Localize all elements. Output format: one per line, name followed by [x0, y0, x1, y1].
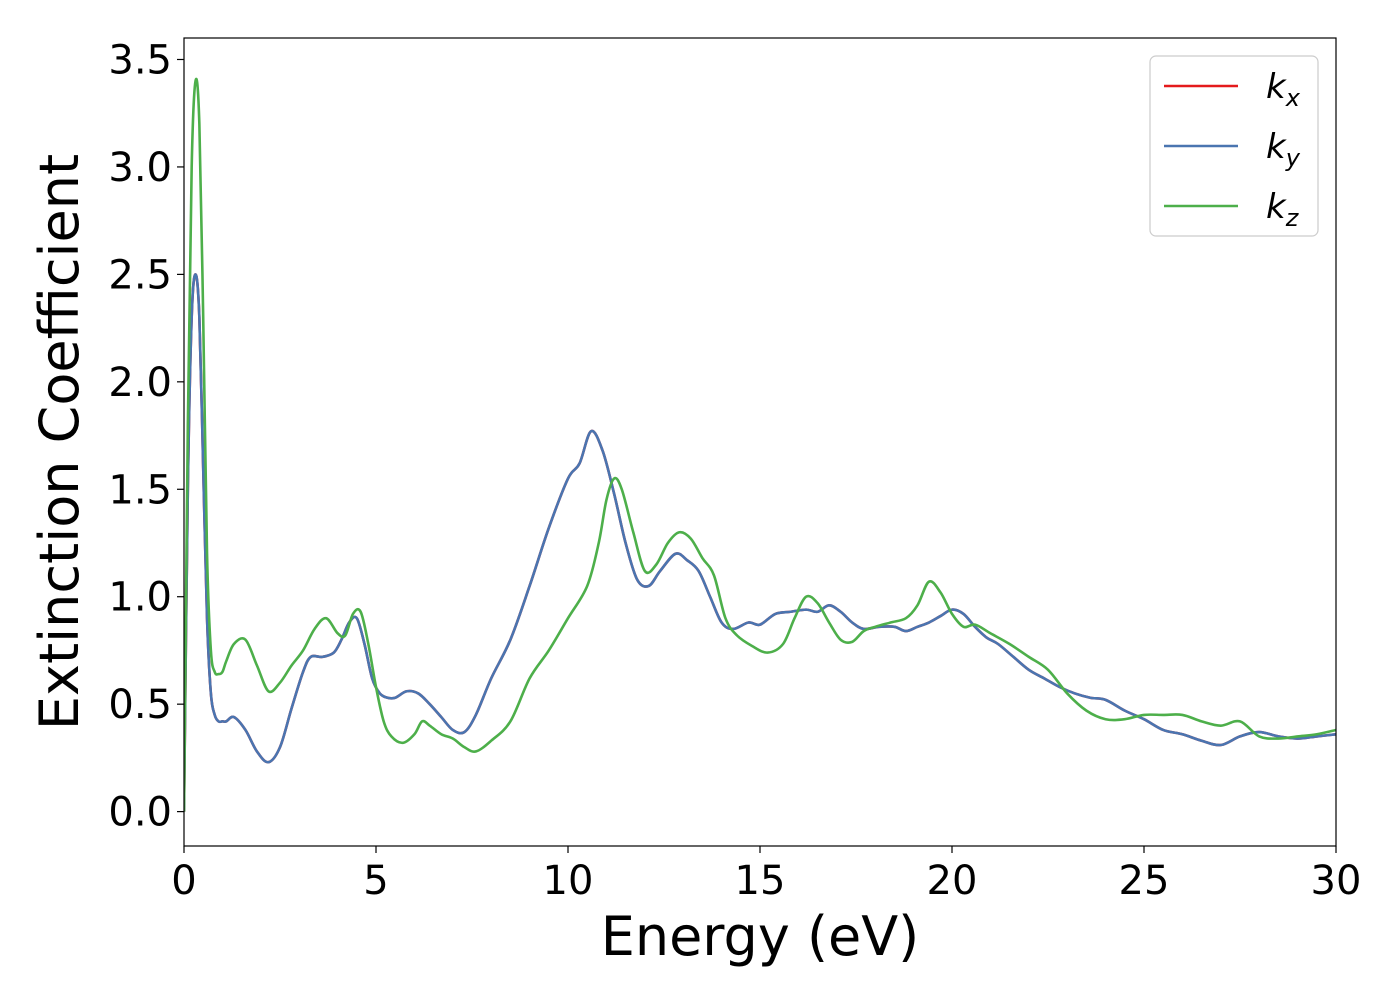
x-axis: 0 5 10 15 20 25 30 — [171, 846, 1361, 904]
x-tick-label: 10 — [543, 858, 594, 904]
y-tick-label: 2.0 — [108, 360, 172, 406]
series-layer — [184, 77, 1336, 812]
y-tick-label: 3.0 — [108, 145, 172, 191]
legend-label-kx: kx — [1266, 67, 1301, 112]
series-line-kz — [184, 77, 1336, 812]
y-tick-label: 1.5 — [108, 467, 172, 513]
legend-label-kz: kz — [1266, 187, 1300, 232]
x-tick-label: 25 — [1119, 858, 1170, 904]
y-tick-label: 0.5 — [108, 682, 172, 728]
y-tick-label: 2.5 — [108, 252, 172, 298]
legend: kx ky kz — [1149, 55, 1319, 237]
y-tick-label: 0.0 — [108, 790, 172, 836]
y-axis: 0.0 0.5 1.0 1.5 2.0 2.5 3.0 3.5 — [108, 37, 184, 836]
x-tick-label: 0 — [171, 858, 196, 904]
series-line-ky — [184, 273, 1336, 812]
y-tick-label: 3.5 — [108, 37, 172, 83]
y-tick-label: 1.0 — [108, 575, 172, 621]
x-tick-label: 30 — [1311, 858, 1362, 904]
x-axis-title: Energy (eV) — [601, 905, 920, 968]
x-tick-label: 20 — [927, 858, 978, 904]
y-axis-title: Extinction Coefficient — [28, 154, 91, 730]
x-tick-label: 5 — [363, 858, 388, 904]
legend-label-ky: ky — [1266, 127, 1301, 172]
x-tick-label: 15 — [735, 858, 786, 904]
